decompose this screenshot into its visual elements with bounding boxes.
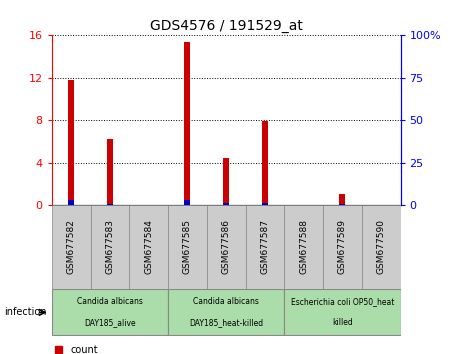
Text: killed: killed — [332, 318, 353, 327]
Text: GSM677587: GSM677587 — [261, 219, 270, 274]
Text: GSM677585: GSM677585 — [183, 219, 192, 274]
Bar — [323, 205, 362, 289]
Bar — [223, 204, 229, 205]
Bar — [52, 290, 168, 335]
Bar — [68, 200, 74, 205]
Bar — [52, 205, 90, 289]
Bar — [168, 205, 207, 289]
Text: GSM677589: GSM677589 — [338, 219, 347, 274]
Bar — [107, 139, 113, 205]
Text: GSM677590: GSM677590 — [377, 219, 386, 274]
Text: GSM677583: GSM677583 — [105, 219, 114, 274]
Bar — [129, 205, 168, 289]
Bar — [284, 290, 400, 335]
Bar — [90, 205, 129, 289]
Text: GSM677584: GSM677584 — [144, 219, 153, 274]
Bar — [184, 42, 190, 205]
Bar — [339, 194, 345, 205]
Legend: count, percentile rank within the sample: count, percentile rank within the sample — [54, 345, 235, 354]
Bar — [184, 200, 190, 205]
Text: DAY185_heat-killed: DAY185_heat-killed — [189, 318, 263, 327]
Bar — [262, 202, 268, 205]
Text: GSM677586: GSM677586 — [221, 219, 230, 274]
Bar — [362, 205, 400, 289]
Bar — [168, 290, 284, 335]
Text: Candida albicans: Candida albicans — [193, 297, 259, 307]
Bar — [246, 205, 284, 289]
Bar — [207, 205, 246, 289]
Text: infection: infection — [4, 307, 47, 318]
Bar — [262, 121, 268, 205]
Bar — [223, 158, 229, 205]
Text: Candida albicans: Candida albicans — [77, 297, 143, 307]
Bar — [284, 205, 323, 289]
Bar — [68, 80, 74, 205]
Text: Escherichia coli OP50_heat: Escherichia coli OP50_heat — [291, 297, 394, 307]
Text: GSM677582: GSM677582 — [67, 219, 76, 274]
Title: GDS4576 / 191529_at: GDS4576 / 191529_at — [150, 19, 302, 33]
Text: GSM677588: GSM677588 — [299, 219, 308, 274]
Text: DAY185_alive: DAY185_alive — [84, 318, 136, 327]
Bar — [107, 204, 113, 205]
